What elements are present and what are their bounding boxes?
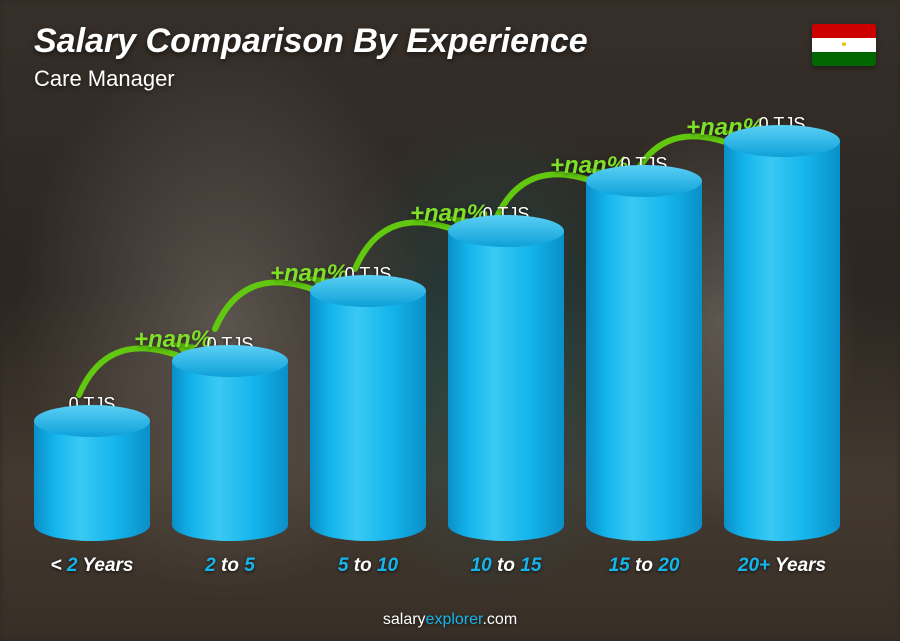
bar-chart: +nan% +nan% +nan% +nan% +nan% 0 TJS: [34, 110, 840, 571]
bar-col-1: 0 TJS: [34, 394, 150, 541]
flag-stripe-white: [812, 38, 876, 52]
xlabel-accent: 2: [67, 555, 78, 576]
bar-body: [172, 361, 288, 541]
bar-top: [586, 165, 702, 197]
bars-row: 0 TJS 0 TJS 0 TJS: [34, 110, 840, 541]
country-flag: [812, 24, 876, 66]
bar-top: [448, 215, 564, 247]
page-title: Salary Comparison By Experience: [34, 22, 588, 61]
xlabel-1: < 2 Years: [34, 555, 150, 577]
chart-container: Salary Comparison By Experience Care Man…: [0, 0, 900, 641]
bar-col-4: 0 TJS: [448, 204, 564, 541]
page-subtitle: Care Manager: [34, 66, 175, 92]
xlabel-6: 20+ Years: [724, 555, 840, 577]
xlabel-accent: 2: [205, 555, 216, 576]
xlabel-accent2: 20: [658, 555, 679, 576]
xlabel-2: 2 to 5: [172, 555, 288, 577]
footer-accent: explorer: [426, 611, 483, 628]
bar-6: [724, 141, 840, 541]
xlabel-accent: 15: [609, 555, 630, 576]
footer-suffix: .com: [482, 611, 517, 628]
xlabel-accent2: 5: [244, 555, 255, 576]
xlabel-suffix: Years: [77, 555, 133, 576]
bar-5: [586, 181, 702, 541]
xlabel-5: 15 to 20: [586, 555, 702, 577]
xlabel-accent: 20+: [738, 555, 770, 576]
xlabel-mid: to: [630, 555, 659, 576]
xlabel-suffix: Years: [770, 555, 826, 576]
bar-body: [724, 141, 840, 541]
bar-body: [586, 181, 702, 541]
bar-4: [448, 231, 564, 541]
xlabel-accent: 10: [471, 555, 492, 576]
xlabel-accent2: 10: [377, 555, 398, 576]
bar-body: [310, 291, 426, 541]
bar-body: [448, 231, 564, 541]
bar-body: [34, 421, 150, 541]
flag-stripe-red: [812, 24, 876, 38]
bar-col-2: 0 TJS: [172, 334, 288, 541]
bar-top: [724, 125, 840, 157]
xlabel-accent: 5: [338, 555, 349, 576]
bar-col-6: 0 TJS: [724, 114, 840, 541]
bar-col-5: 0 TJS: [586, 154, 702, 541]
xlabel-mid: to: [492, 555, 521, 576]
bar-3: [310, 291, 426, 541]
bar-2: [172, 361, 288, 541]
xlabel-mid: to: [216, 555, 245, 576]
footer-credit: salaryexplorer.com: [0, 611, 900, 629]
bar-top: [172, 345, 288, 377]
xlabel-prefix: <: [51, 555, 67, 576]
xlabel-4: 10 to 15: [448, 555, 564, 577]
bar-col-3: 0 TJS: [310, 264, 426, 541]
flag-stripe-green: [812, 52, 876, 66]
bar-1: [34, 421, 150, 541]
xlabel-3: 5 to 10: [310, 555, 426, 577]
xlabel-mid: to: [348, 555, 377, 576]
footer-prefix: salary: [383, 611, 426, 628]
bar-top: [310, 275, 426, 307]
bar-top: [34, 405, 150, 437]
xlabel-accent2: 15: [520, 555, 541, 576]
x-axis-labels: < 2 Years 2 to 5 5 to 10 10 to 15 15 to …: [34, 555, 840, 577]
